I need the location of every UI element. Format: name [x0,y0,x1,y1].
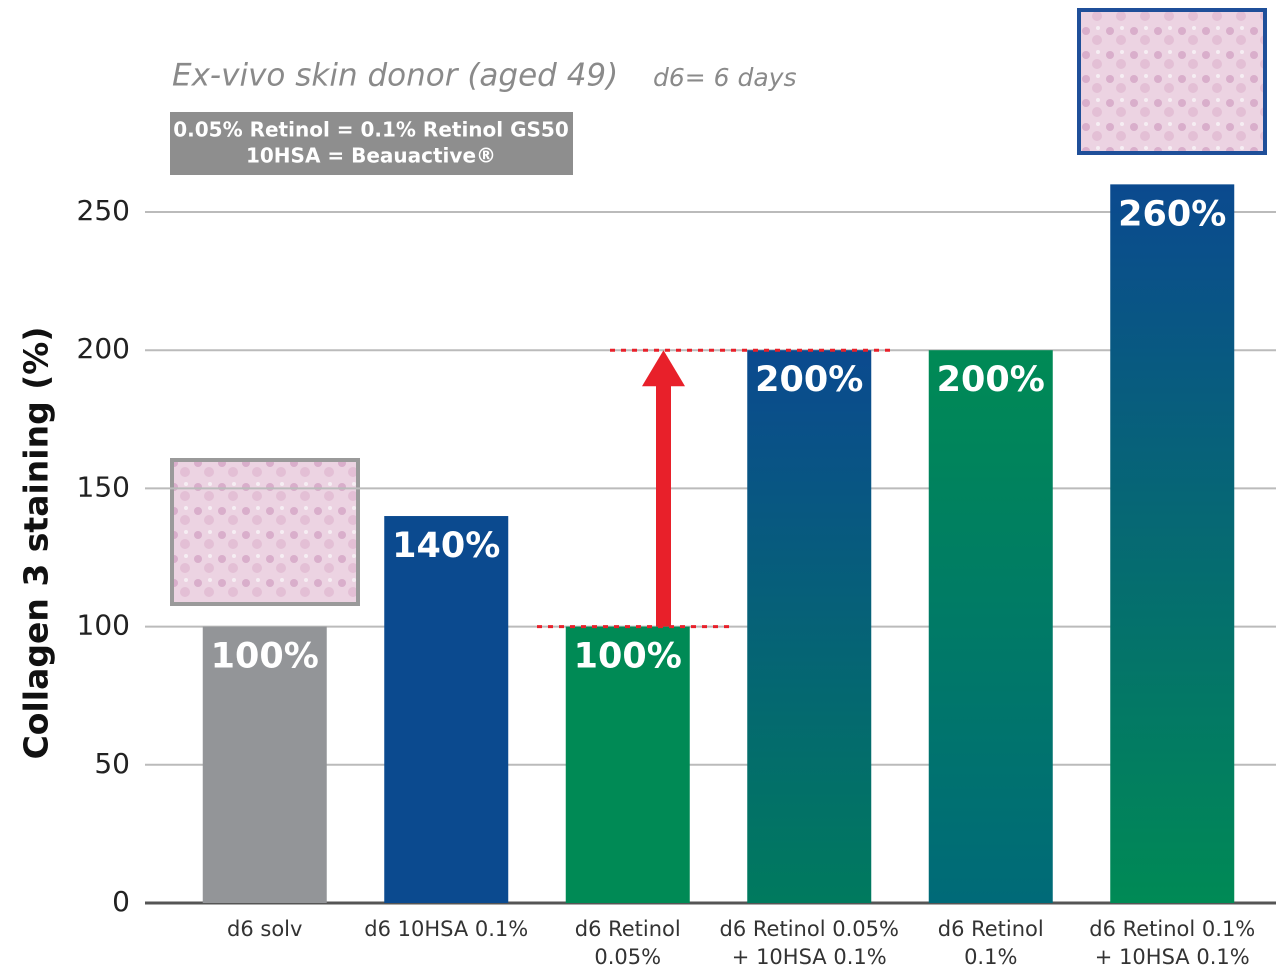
histology-image [170,458,360,606]
y-tick-label: 250 [77,194,130,227]
note-box [170,112,573,175]
y-tick-label: 150 [77,470,130,503]
y-axis-label: Collagen 3 staining (%) [17,327,56,760]
x-tick-label-line: + 10HSA 0.1% [732,945,887,969]
x-tick-label: d6 Retinol 0.05% + 10HSA 0.1% [720,917,899,969]
bar [565,626,690,903]
bar [384,516,509,903]
x-tick-label-line: + 10HSA 0.1% [1095,945,1250,969]
x-tick-label-line: 0.1% [964,945,1017,969]
increase-arrow-shaft [656,384,671,627]
x-tick-label: d6 Retinol 0.05% [575,917,681,969]
note: 0.05% Retinol = 0.1% Retinol GS50 [173,118,569,142]
chart-title: Ex-vivo skin donor (aged 49) [172,58,618,94]
value-label: 140% [392,526,500,566]
x-tick-label-line: d6 10HSA 0.1% [364,917,528,941]
value-label: 200% [755,360,863,400]
note: 10HSA = Beauactive® [246,144,496,168]
value-label: 200% [937,360,1045,400]
y-tick-label: 50 [94,747,130,780]
x-tick-label: d6 Retinol 0.1% + 10HSA 0.1% [1089,917,1255,969]
y-tick-label: 100 [77,609,130,642]
x-tick-label-line: 0.05% [594,945,661,969]
increase-arrow-head [642,350,685,387]
x-tick-label: d6 solv [227,917,302,941]
x-tick-label-line: d6 Retinol 0.1% [1089,917,1255,941]
value-label: 100% [211,637,319,677]
value-label: 100% [574,637,682,677]
x-tick-label-line: d6 Retinol [575,917,681,941]
histology-image [1077,8,1267,155]
chart-subtitle: d6= 6 days [653,63,797,92]
y-tick-label: 200 [77,332,130,365]
y-tick-label: 0 [112,885,130,918]
x-tick-label-line: d6 solv [227,917,302,941]
bar [1110,184,1235,904]
bar [202,626,327,903]
value-label: 260% [1118,194,1226,234]
x-tick-label-line: d6 Retinol 0.05% [720,917,899,941]
x-tick-label-line: d6 Retinol [938,917,1044,941]
x-tick-label: d6 10HSA 0.1% [364,917,528,941]
bar [747,350,872,903]
x-tick-label: d6 Retinol 0.1% [938,917,1044,969]
bar [928,350,1053,903]
